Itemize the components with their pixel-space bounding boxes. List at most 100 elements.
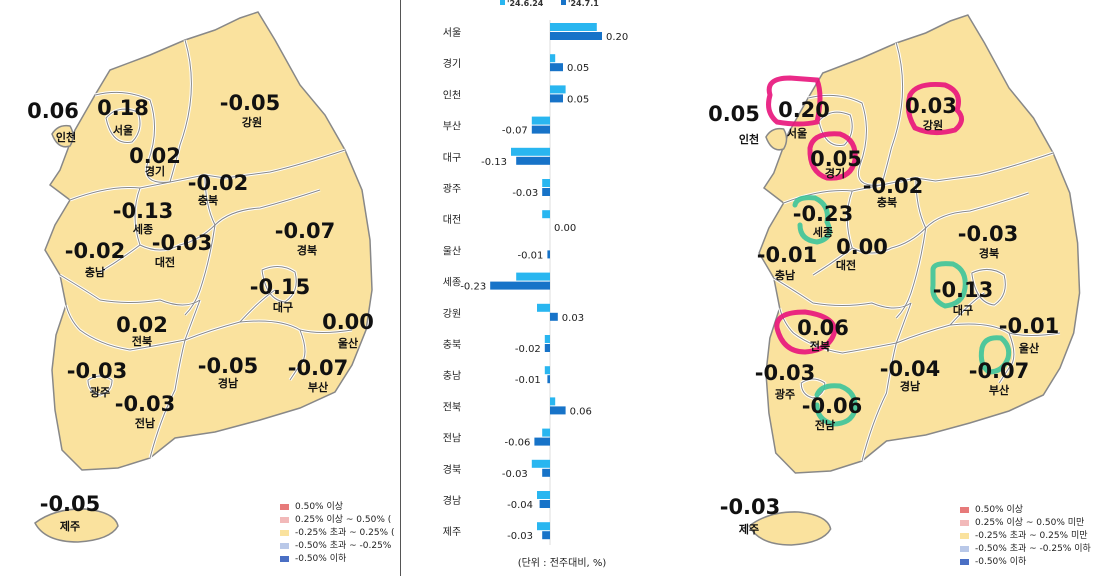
left_map-region-label: 부산 — [308, 380, 328, 394]
right-map-jeju-island — [748, 511, 832, 546]
legend-swatch — [960, 558, 969, 565]
left_map-value-label: -0.07 — [288, 356, 349, 380]
left-map-region-border-line — [184, 320, 353, 341]
bar-value-label: 0.05 — [567, 94, 589, 105]
left-map-region-border-line — [65, 299, 201, 351]
bar-series1 — [550, 397, 556, 406]
right-map-region-border-line — [851, 227, 927, 254]
right_map-region-label: 충북 — [877, 195, 897, 209]
bar-chart-panel: '24.6.24 '24.7.1 서울 0.20 경기 0.05 인천 0.05 부산 -0.07… — [402, 0, 702, 576]
left_map-value-label: 0.18 — [97, 96, 149, 120]
left_map-value-label: 0.02 — [116, 313, 168, 337]
right_map-value-label: -0.23 — [793, 202, 854, 226]
bar-series1 — [531, 116, 550, 125]
right_map-value-label: 0.05 — [810, 147, 862, 171]
left-map-region-border-line — [69, 149, 346, 201]
bar-series1 — [550, 85, 566, 94]
left-map-region-border-line — [94, 91, 171, 183]
bar-series1 — [550, 23, 597, 31]
right_map-region-label: 서울 — [787, 126, 807, 140]
left_map-value-label: -0.03 — [67, 359, 128, 383]
right_map-value-label: -0.03 — [720, 495, 781, 519]
right_map-value-label: 0.20 — [778, 98, 830, 122]
highlight-up-mark — [766, 75, 823, 127]
bar-value-label: -0.02 — [515, 344, 541, 355]
bar-chart: '24.6.24 '24.7.1 서울 0.20 경기 0.05 인천 0.05 부산 -0.07… — [443, 0, 628, 569]
left-map-region-border-line — [169, 39, 192, 183]
bar-legend: '24.6.24 '24.7.1 — [500, 0, 599, 8]
bar-value-label: -0.03 — [507, 531, 533, 542]
bar-category-label: 울산 — [443, 245, 461, 257]
bar-series1 — [516, 272, 550, 281]
left-map-region-border-line — [261, 266, 297, 303]
bar-series1 — [511, 147, 550, 156]
right_map-region-label: 전북 — [810, 339, 830, 353]
bar-category-label: 경북 — [443, 463, 461, 476]
left-legend-item: 0.25% 이상 ~ 0.50% ( — [280, 514, 395, 527]
bar-series1 — [550, 54, 556, 63]
left_map-region-label: 전남 — [135, 416, 155, 430]
panel-divider — [400, 0, 401, 576]
bar-series2 — [516, 156, 550, 165]
bar-series2 — [531, 125, 550, 134]
right-map-region-border-line — [998, 332, 1015, 384]
right_map-region-label: 세종 — [813, 225, 833, 239]
bar-value-label: 0.03 — [562, 313, 584, 324]
right_map-value-label: -0.02 — [863, 174, 924, 198]
right_map-region-label: 부산 — [989, 383, 1009, 397]
left-map-region-border-line — [105, 108, 141, 143]
bar-value-label: -0.03 — [502, 469, 528, 480]
left_map-value-label: -0.13 — [113, 199, 174, 223]
left-legend-item: -0.25% 초과 ~ 0.25% ( — [280, 527, 395, 540]
bar-series2 — [542, 468, 550, 477]
bar-value-label: -0.04 — [507, 500, 533, 511]
right-legend-item: 0.50% 이상 — [960, 504, 1091, 517]
right_map-region-label: 대구 — [953, 303, 973, 317]
bar-value-label: 0.05 — [567, 63, 589, 74]
right_map-value-label: -0.04 — [880, 357, 941, 381]
left-legend-item: 0.50% 이상 — [280, 501, 395, 514]
bar-category-label: 충북 — [443, 339, 461, 351]
bar-legend-label: '24.6.24 — [507, 0, 544, 8]
highlight-up-mark — [774, 309, 838, 355]
bar-category-label: 광주 — [443, 183, 461, 195]
bar-series2 — [550, 406, 566, 415]
bar-category-label: 인천 — [443, 89, 461, 101]
bar-series2 — [547, 375, 550, 384]
right-map-region-border-line — [861, 342, 897, 462]
right-map-region-border-line — [773, 277, 912, 309]
bar-category-label: 세종 — [443, 277, 461, 289]
right-legend-item: 0.25% 이상 ~ 0.50% 미만 — [960, 517, 1091, 530]
bar-series1 — [542, 179, 550, 187]
bar-series2 — [542, 188, 550, 196]
right-map-incheon-island — [765, 127, 788, 151]
bar-series2 — [490, 281, 550, 290]
bar-series2 — [539, 500, 550, 508]
right_map-value-label: 0.06 — [797, 316, 849, 340]
right_map-value-label: -0.03 — [755, 361, 816, 385]
right_map-region-label: 제주 — [739, 522, 759, 536]
bar-value-label: -0.03 — [512, 188, 538, 199]
left_map-region-label: 인천 — [56, 130, 76, 144]
right-legend-item: -0.50% 초과 ~ -0.25% 이하 — [960, 543, 1091, 556]
bar-series1 — [537, 522, 550, 531]
bar-category-label: 전남 — [443, 433, 461, 445]
right-map-region-border-line — [818, 111, 853, 147]
bar-series1 — [537, 491, 550, 499]
left-map-region-border-line — [204, 174, 321, 226]
left_map-value-label: -0.05 — [40, 492, 101, 516]
bar-category-label: 충남 — [443, 370, 461, 382]
bar-legend-label: '24.7.1 — [568, 0, 599, 8]
left_map-region-label: 제주 — [60, 519, 80, 533]
left_map-value-label: -0.05 — [198, 354, 259, 378]
bar-value-label: -0.01 — [518, 250, 544, 261]
left_map-value-label: -0.15 — [250, 275, 311, 299]
right-map-region-border-line — [800, 378, 826, 399]
highlight-down-mark — [978, 335, 1012, 375]
left_map-value-label: 0.00 — [322, 310, 374, 334]
bar-category-label: 서울 — [443, 27, 461, 39]
bar-series1 — [542, 210, 550, 219]
left-map-region-border-line — [149, 339, 186, 459]
right_map-value-label: -0.13 — [933, 278, 994, 302]
bar-value-label: -0.13 — [481, 157, 507, 168]
